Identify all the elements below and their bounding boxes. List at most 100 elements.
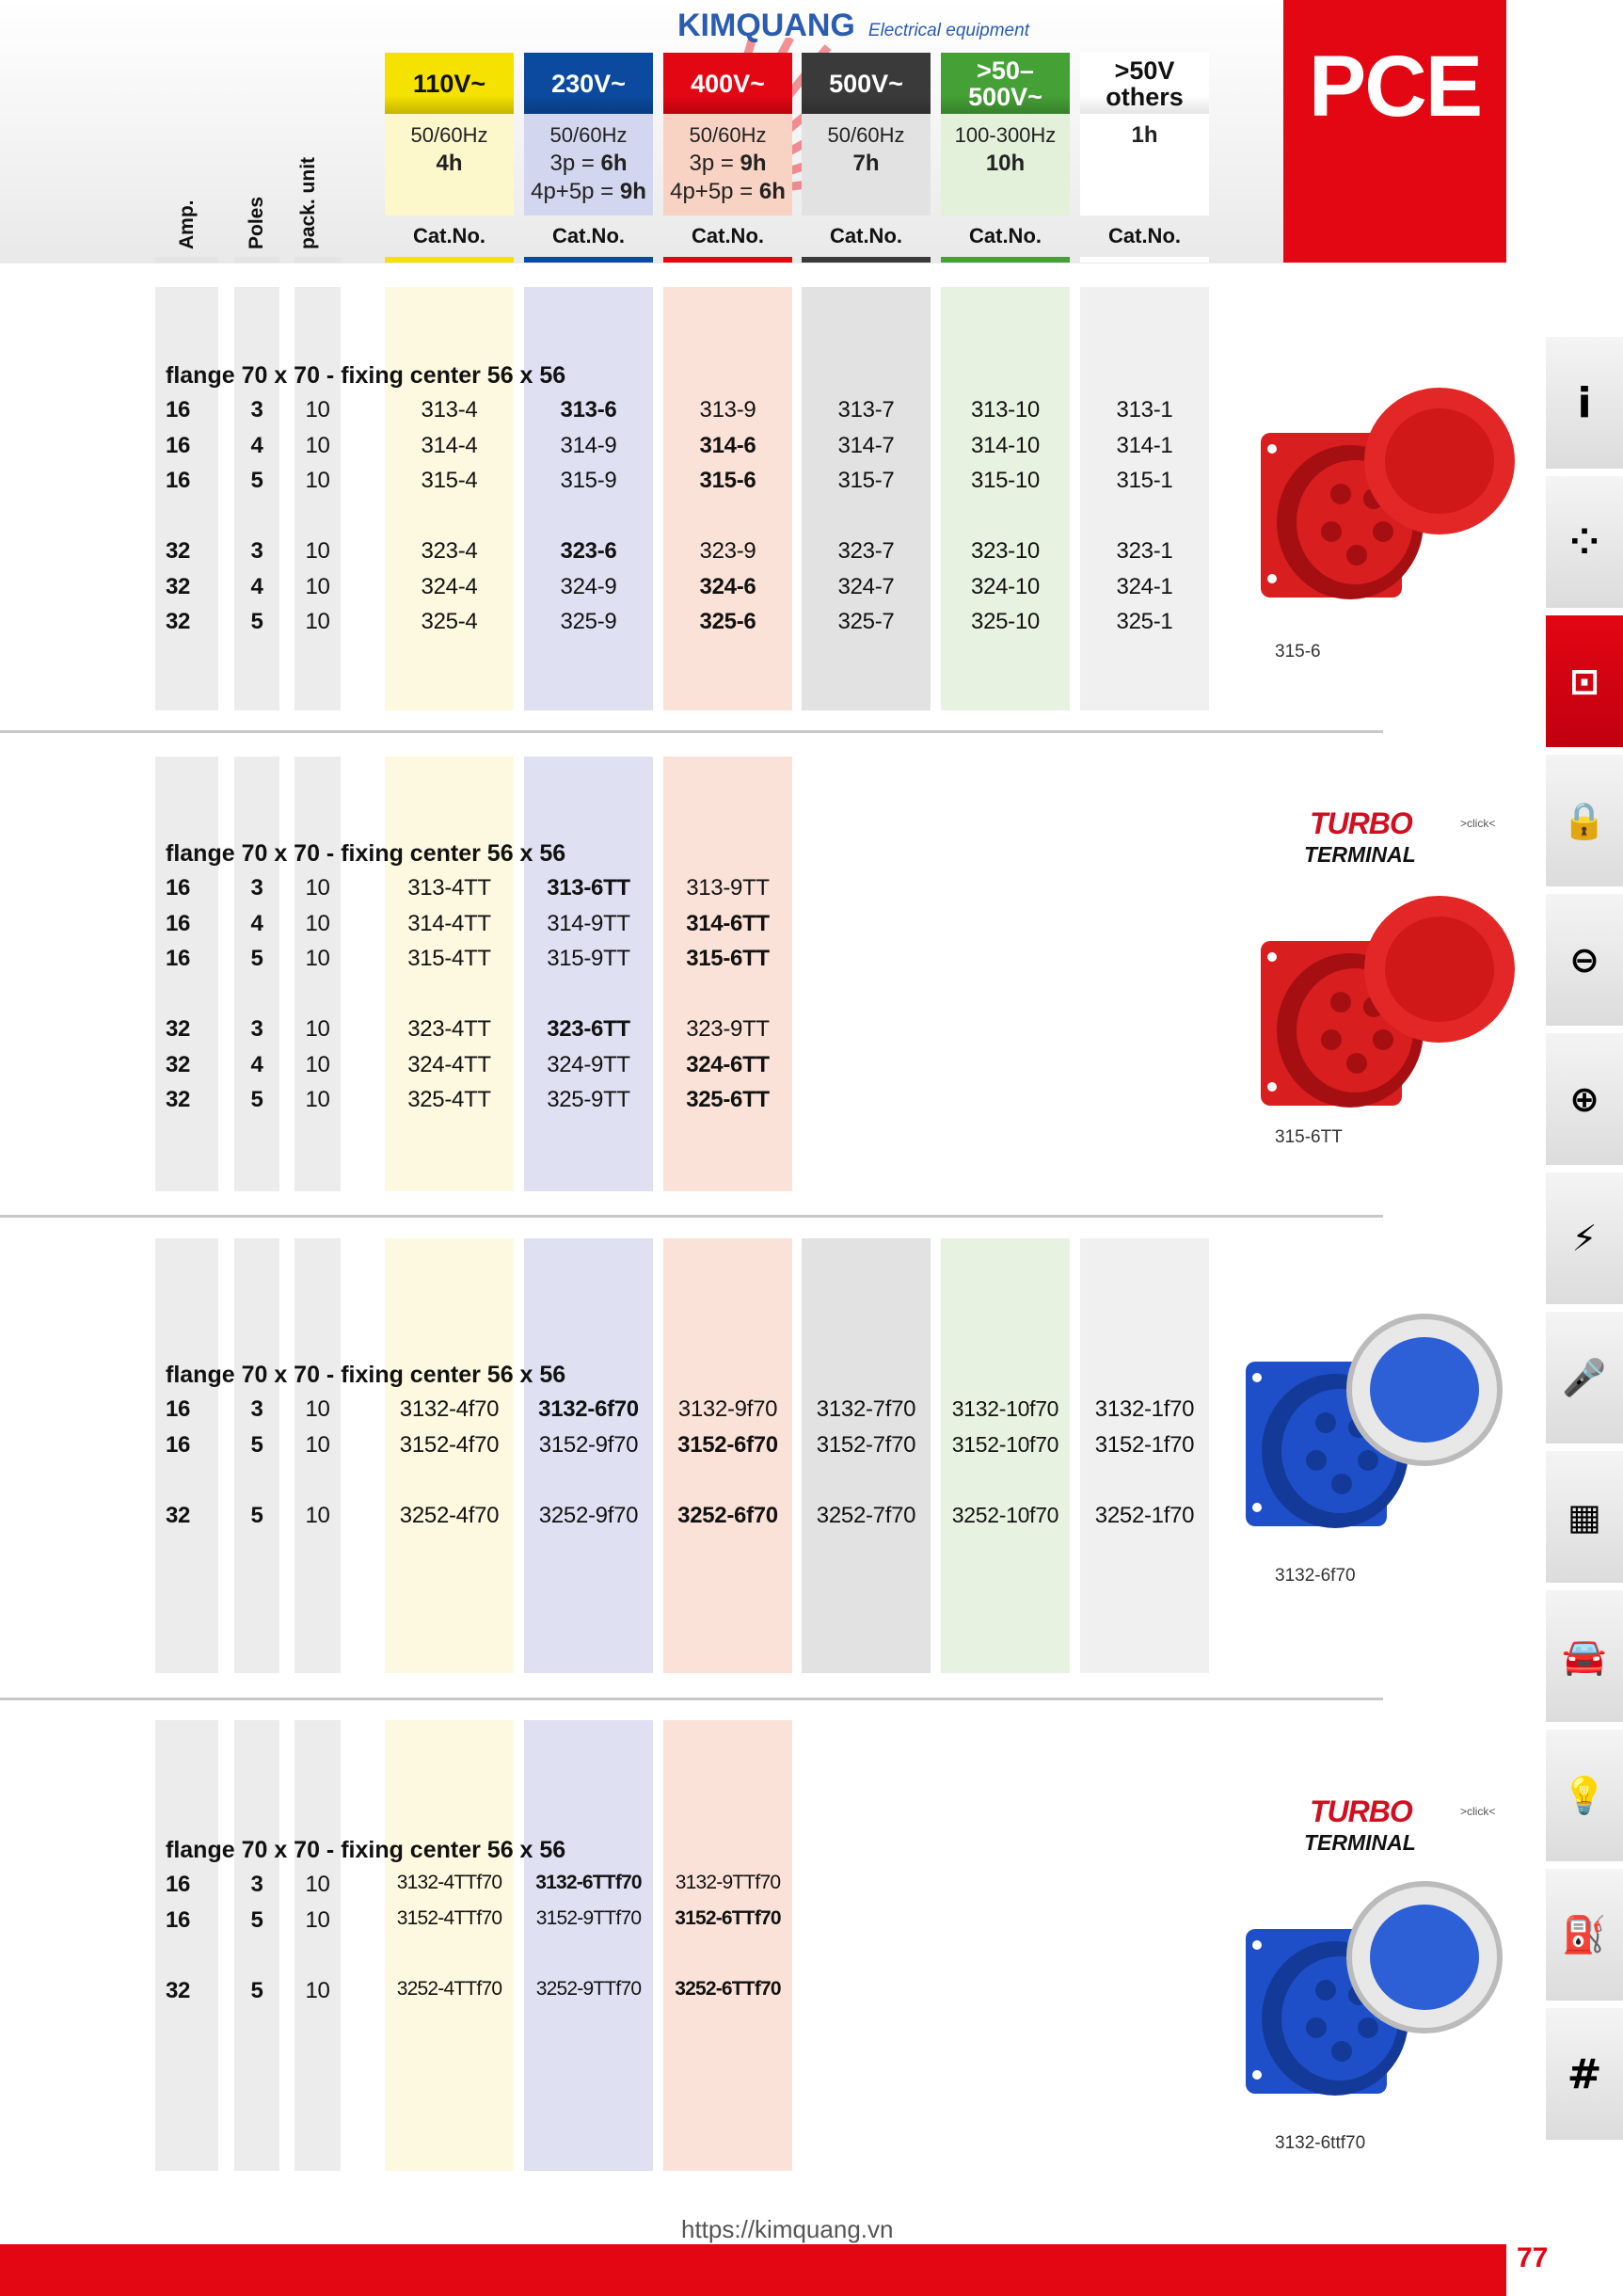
cat-no-cell: 3132-10f70 <box>951 1396 1059 1421</box>
poles-value: 5 <box>250 1977 263 2003</box>
cat-no-cell: 3132-7f70 <box>816 1396 916 1422</box>
voltage-header: 500V~ <box>802 53 931 114</box>
column-background <box>524 1720 653 2171</box>
amp-value: 16 <box>166 1431 191 1458</box>
cat-no-cell: 324-4 <box>421 573 478 599</box>
cat-no-cell: 315-9 <box>560 468 617 493</box>
pack-unit-value: 10 <box>305 1087 330 1112</box>
column-underline <box>1080 257 1209 263</box>
cat-no-cell: 313-9TT <box>686 875 770 901</box>
column-background <box>385 287 514 710</box>
cat-no-cell: 314-1 <box>1116 432 1173 458</box>
column-background <box>941 287 1070 710</box>
amp-value: 32 <box>166 538 191 564</box>
sidebar-tab-7[interactable]: ⚡ <box>1546 1172 1623 1304</box>
voltage-subheader: 50/60Hz 4h <box>385 114 514 215</box>
poles-value: 5 <box>250 1502 263 1528</box>
protection-plug-icon: ⚡ <box>1571 1218 1598 1259</box>
column-background <box>663 1720 792 2171</box>
column-underline <box>524 257 653 263</box>
pack-unit-value: 10 <box>305 1396 330 1422</box>
cat-no-cell: 3252-10f70 <box>951 1502 1059 1527</box>
column-background <box>155 1238 218 1673</box>
cat-no-cell: 324-9TT <box>547 1051 630 1077</box>
cat-no-cell: 3152-7f70 <box>816 1431 916 1458</box>
cat-no-cell: 3152-6f70 <box>677 1431 778 1458</box>
cat-no-cell: 315-4TT <box>407 946 491 971</box>
cat-no-cell: 314-9TT <box>547 910 630 936</box>
cat-no-cell: 3252-6f70 <box>677 1502 778 1528</box>
cat-no-label: Cat.No. <box>413 224 485 247</box>
cat-no-cell: 3152-10f70 <box>951 1431 1059 1457</box>
column-background <box>941 1238 1070 1673</box>
amp-value: 16 <box>166 1396 191 1422</box>
voltage-subheader: 50/60Hz 3p = 6h 4p+5p = 9h <box>524 114 653 215</box>
sidebar-tab-11[interactable]: 💡 <box>1546 1730 1623 1861</box>
cat-no-cell: 3252-4TTf70 <box>396 1977 502 2000</box>
pack-unit-value: 10 <box>305 609 330 634</box>
turbo-logo-line2: TERMINAL <box>1304 1830 1416 1855</box>
poles-value: 3 <box>250 1016 263 1042</box>
cat-no-cell: 3252-1f70 <box>1094 1502 1195 1528</box>
cat-no-cell: 3252-9TTf70 <box>535 1977 642 2000</box>
pack-unit-value: 10 <box>305 1906 330 1933</box>
duration-label: 3p = 9h 4p+5p = 6h <box>670 151 786 204</box>
amp-value: 16 <box>166 1872 191 1897</box>
column-background <box>385 757 514 1191</box>
cat-no-cell: 313-7 <box>837 397 895 423</box>
column-background <box>385 1720 514 2171</box>
poles-value: 3 <box>250 1396 263 1422</box>
sidebar-tab-10[interactable]: 🚘 <box>1546 1590 1623 1722</box>
product-caption: 315-6TT <box>1275 1127 1343 1147</box>
cat-no-cell: 315-1 <box>1116 468 1173 493</box>
header-label-poles: Poles <box>246 196 267 249</box>
duration-label: 10h <box>985 151 1026 176</box>
sidebar-tab-8[interactable]: 🎤 <box>1546 1312 1623 1443</box>
cat-no-cell: 3152-9TTf70 <box>535 1906 642 1929</box>
amp-value: 32 <box>166 1087 191 1112</box>
sidebar-tab-2[interactable]: ⁘ <box>1546 476 1623 608</box>
turbo-logo-line1: TURBO <box>1310 1794 1413 1828</box>
sidebar-tab-9[interactable]: ▦ <box>1546 1451 1623 1583</box>
schuko-plug-icon: ⊕ <box>1569 1078 1599 1120</box>
header-underline <box>294 257 341 263</box>
microphone-icon: 🎤 <box>1562 1356 1607 1398</box>
cat-no-cell: 325-6 <box>699 609 756 634</box>
cat-no-cell: 324-10 <box>971 573 1040 599</box>
amp-value: 16 <box>166 432 191 458</box>
column-underline <box>941 257 1070 263</box>
sidebar-tab-12[interactable]: ⛽ <box>1546 1869 1623 2001</box>
sidebar-tab-4[interactable]: 🔒 <box>1546 755 1623 886</box>
voltage-header: 230V~ <box>524 53 653 114</box>
cat-no-cell: 324-7 <box>837 573 895 599</box>
cat-no-cell: 313-10 <box>971 397 1040 423</box>
sidebar-tab-13[interactable]: # <box>1546 2008 1623 2140</box>
amp-value: 32 <box>166 1016 191 1042</box>
pack-unit-value: 10 <box>305 1016 330 1042</box>
cat-no-cell: 325-4 <box>421 609 478 634</box>
cat-no-cell: 314-6TT <box>686 910 770 936</box>
footer-url[interactable]: https://kimquang.vn <box>681 2215 894 2243</box>
sidebar-tab-3[interactable]: ⊡ <box>1546 615 1623 747</box>
vehicle-icon: 🚘 <box>1562 1634 1607 1677</box>
turbo-terminal-logo: TURBO >click< TERMINAL <box>1304 808 1535 867</box>
product-image <box>1251 889 1520 1129</box>
amp-value: 32 <box>166 573 191 599</box>
cat-no-cell: 324-4TT <box>407 1051 491 1077</box>
info-icon: i <box>1577 378 1592 427</box>
sidebar-tab-6[interactable]: ⊕ <box>1546 1033 1623 1165</box>
header-underline <box>155 257 218 263</box>
cat-no-cell: 3252-6TTf70 <box>675 1977 781 2000</box>
sidebar-tab-5[interactable]: ⊖ <box>1546 894 1623 1026</box>
poles-value: 4 <box>250 432 263 458</box>
cat-no-cell: 324-1 <box>1116 573 1173 599</box>
column-background <box>524 287 653 710</box>
voltage-header: >50V others <box>1080 53 1209 114</box>
e-mobility-icon: ⛽ <box>1562 1913 1607 1955</box>
cat-no-cell: 323-6TT <box>547 1016 630 1042</box>
amp-value: 16 <box>166 397 191 423</box>
cat-no-label: Cat.No. <box>692 224 764 247</box>
cat-no-cell: 314-4 <box>421 432 478 458</box>
amp-value: 32 <box>166 1977 191 2003</box>
sidebar-tab-1[interactable]: i <box>1546 337 1623 469</box>
